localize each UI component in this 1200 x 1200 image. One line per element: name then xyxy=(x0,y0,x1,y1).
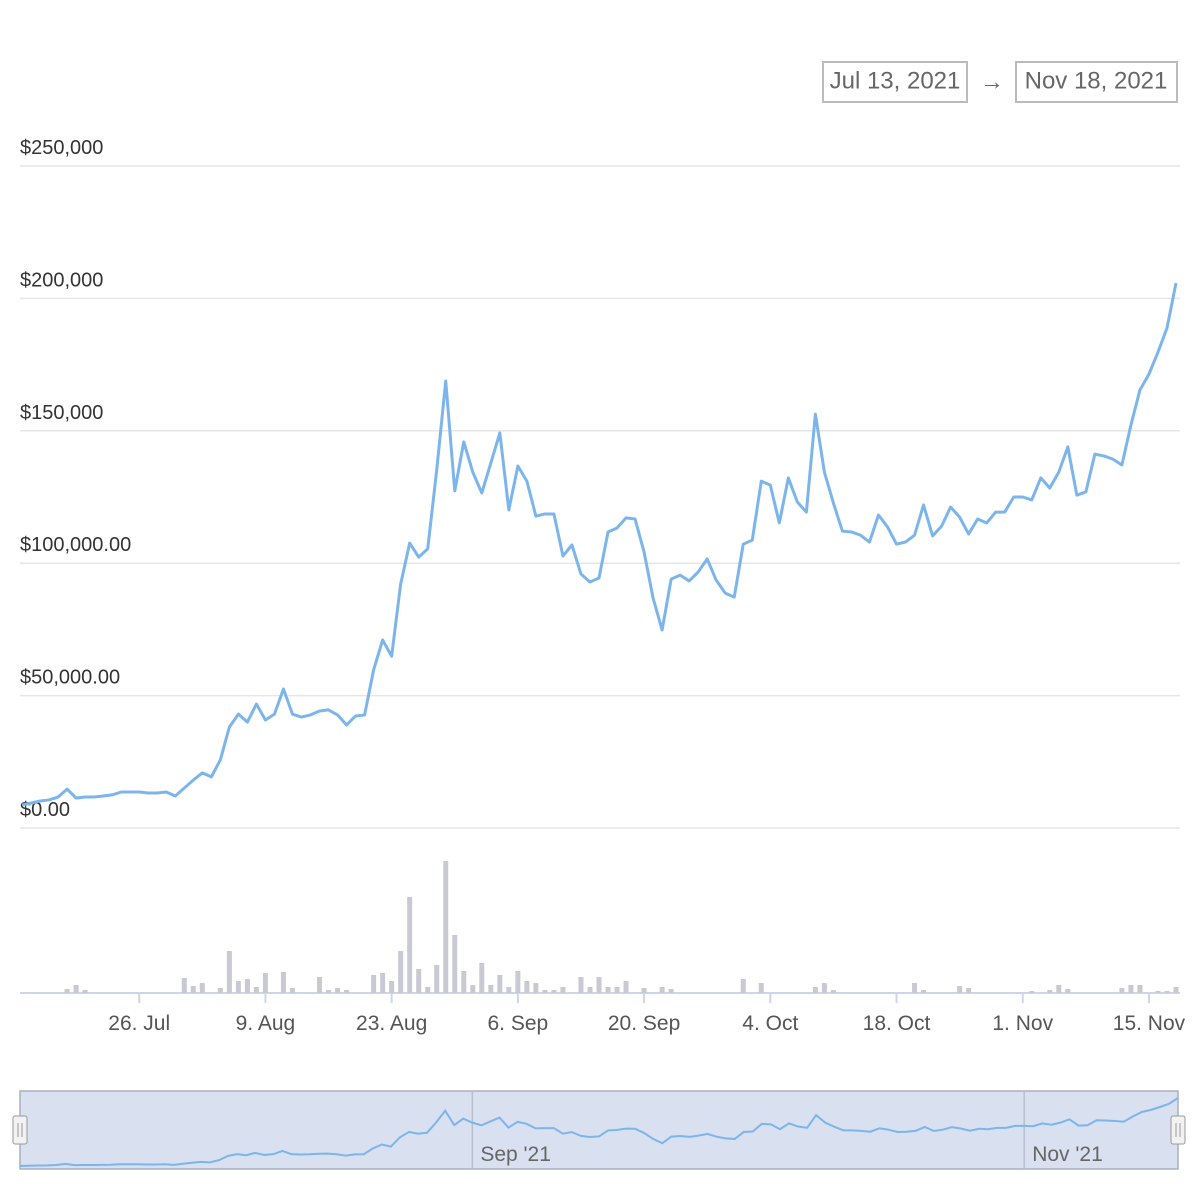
volume-bar xyxy=(641,988,647,993)
volume-bar xyxy=(443,861,449,993)
navigator-tick-label: Nov '21 xyxy=(1032,1143,1103,1166)
volume-bar xyxy=(515,971,521,993)
volume-bar xyxy=(1155,991,1161,993)
volume-bar xyxy=(244,979,250,993)
volume-bar xyxy=(73,985,79,993)
volume-bar xyxy=(380,973,386,993)
range-to[interactable]: Nov 18, 2021 xyxy=(1025,67,1168,94)
y-tick-label: $0.00 xyxy=(20,799,70,821)
volume-bar xyxy=(560,987,566,993)
volume-bar xyxy=(181,978,187,993)
volume-bar xyxy=(280,972,286,993)
volume-bar xyxy=(506,987,512,993)
y-tick-label: $50,000.00 xyxy=(20,667,120,689)
volume-bar xyxy=(190,986,196,993)
volume-bar xyxy=(416,969,422,993)
volume-bar xyxy=(524,981,530,993)
volume-bar xyxy=(1137,985,1143,993)
volume-bar xyxy=(226,951,232,993)
volume-bar xyxy=(740,979,746,993)
navigator-tick-label: Sep '21 xyxy=(480,1143,551,1166)
volume-bar xyxy=(317,977,323,993)
x-tick-label: 15. Nov xyxy=(1113,1012,1186,1035)
volume-bar xyxy=(758,983,764,993)
range-from-box[interactable] xyxy=(822,61,968,103)
y-tick-label: $250,000 xyxy=(20,137,103,159)
volume-bar xyxy=(614,987,620,993)
volume-bar xyxy=(371,975,377,993)
volume-bar xyxy=(623,981,629,993)
volume-bar xyxy=(217,988,223,993)
volume-bar xyxy=(326,990,332,993)
x-tick-label: 6. Sep xyxy=(488,1012,549,1035)
volume-bar xyxy=(1065,989,1071,993)
volume-bar xyxy=(64,989,70,993)
volume-bar xyxy=(542,990,548,993)
volume-bar xyxy=(1047,990,1053,993)
volume-bar xyxy=(434,965,440,993)
range-separator: → xyxy=(980,68,1004,95)
volume-bar xyxy=(551,990,557,993)
volume-bar xyxy=(1119,988,1125,993)
volume-bar xyxy=(587,987,593,993)
range-from[interactable]: Jul 13, 2021 xyxy=(830,67,961,94)
volume-bar xyxy=(461,971,467,993)
volume-bar xyxy=(253,987,259,993)
volume-bar xyxy=(830,990,836,993)
y-tick-label: $200,000 xyxy=(20,269,103,291)
x-tick-label: 1. Nov xyxy=(992,1012,1053,1035)
volume-bar xyxy=(1173,987,1179,993)
volume-bar xyxy=(407,897,413,993)
price-line xyxy=(21,282,1178,807)
volume-bar xyxy=(82,990,88,993)
volume-bar xyxy=(921,990,927,993)
volume-bar xyxy=(1029,991,1035,993)
volume-bar xyxy=(668,989,674,993)
volume-bar xyxy=(497,975,503,993)
x-tick-label: 20. Sep xyxy=(608,1012,680,1035)
navigator-handle[interactable] xyxy=(1170,1115,1186,1145)
volume-bar xyxy=(262,973,268,993)
volume-bar xyxy=(659,987,665,993)
volume-bar xyxy=(199,983,205,993)
volume-bar xyxy=(533,983,539,993)
volume-bar xyxy=(470,985,476,993)
volume-bar xyxy=(605,987,611,993)
volume-bar xyxy=(452,935,458,993)
volume-bar xyxy=(966,988,972,993)
volume-bar xyxy=(812,987,818,993)
volume-bar xyxy=(479,963,485,993)
x-tick-label: 23. Aug xyxy=(356,1012,427,1035)
volume-bar xyxy=(578,977,584,993)
volume-bar xyxy=(488,985,494,993)
volume-bar xyxy=(344,990,350,993)
volume-bar xyxy=(957,986,963,993)
x-tick-label: 26. Jul xyxy=(108,1012,170,1035)
navigator-mask[interactable] xyxy=(19,1090,1179,1170)
volume-bar xyxy=(335,988,341,993)
volume-bar xyxy=(389,981,395,993)
volume-bar xyxy=(1128,985,1134,993)
volume-bar xyxy=(596,977,602,993)
x-tick-label: 4. Oct xyxy=(742,1012,798,1035)
volume-bar xyxy=(398,951,404,993)
x-tick-label: 18. Oct xyxy=(863,1012,931,1035)
volume-bar xyxy=(425,987,431,993)
navigator-line xyxy=(19,1097,1179,1167)
volume-bar xyxy=(289,988,295,993)
y-tick-label: $150,000 xyxy=(20,402,103,424)
volume-bar xyxy=(1164,991,1170,993)
volume-bar xyxy=(1056,985,1062,993)
y-tick-label: $100,000.00 xyxy=(20,534,131,556)
range-to-box[interactable] xyxy=(1015,61,1178,103)
navigator-handle[interactable] xyxy=(12,1115,28,1145)
volume-bar xyxy=(821,983,827,993)
volume-bar xyxy=(235,981,241,993)
x-tick-label: 9. Aug xyxy=(236,1012,296,1035)
volume-bar xyxy=(912,983,918,993)
